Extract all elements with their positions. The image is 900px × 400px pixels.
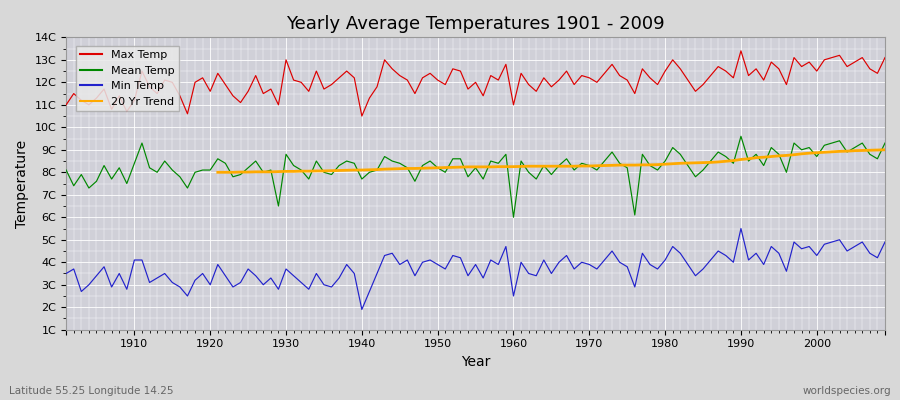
Text: Latitude 55.25 Longitude 14.25: Latitude 55.25 Longitude 14.25 [9, 386, 174, 396]
Title: Yearly Average Temperatures 1901 - 2009: Yearly Average Temperatures 1901 - 2009 [286, 15, 665, 33]
Text: worldspecies.org: worldspecies.org [803, 386, 891, 396]
X-axis label: Year: Year [461, 355, 491, 369]
Legend: Max Temp, Mean Temp, Min Temp, 20 Yr Trend: Max Temp, Mean Temp, Min Temp, 20 Yr Tre… [76, 46, 179, 111]
Y-axis label: Temperature: Temperature [15, 140, 29, 228]
